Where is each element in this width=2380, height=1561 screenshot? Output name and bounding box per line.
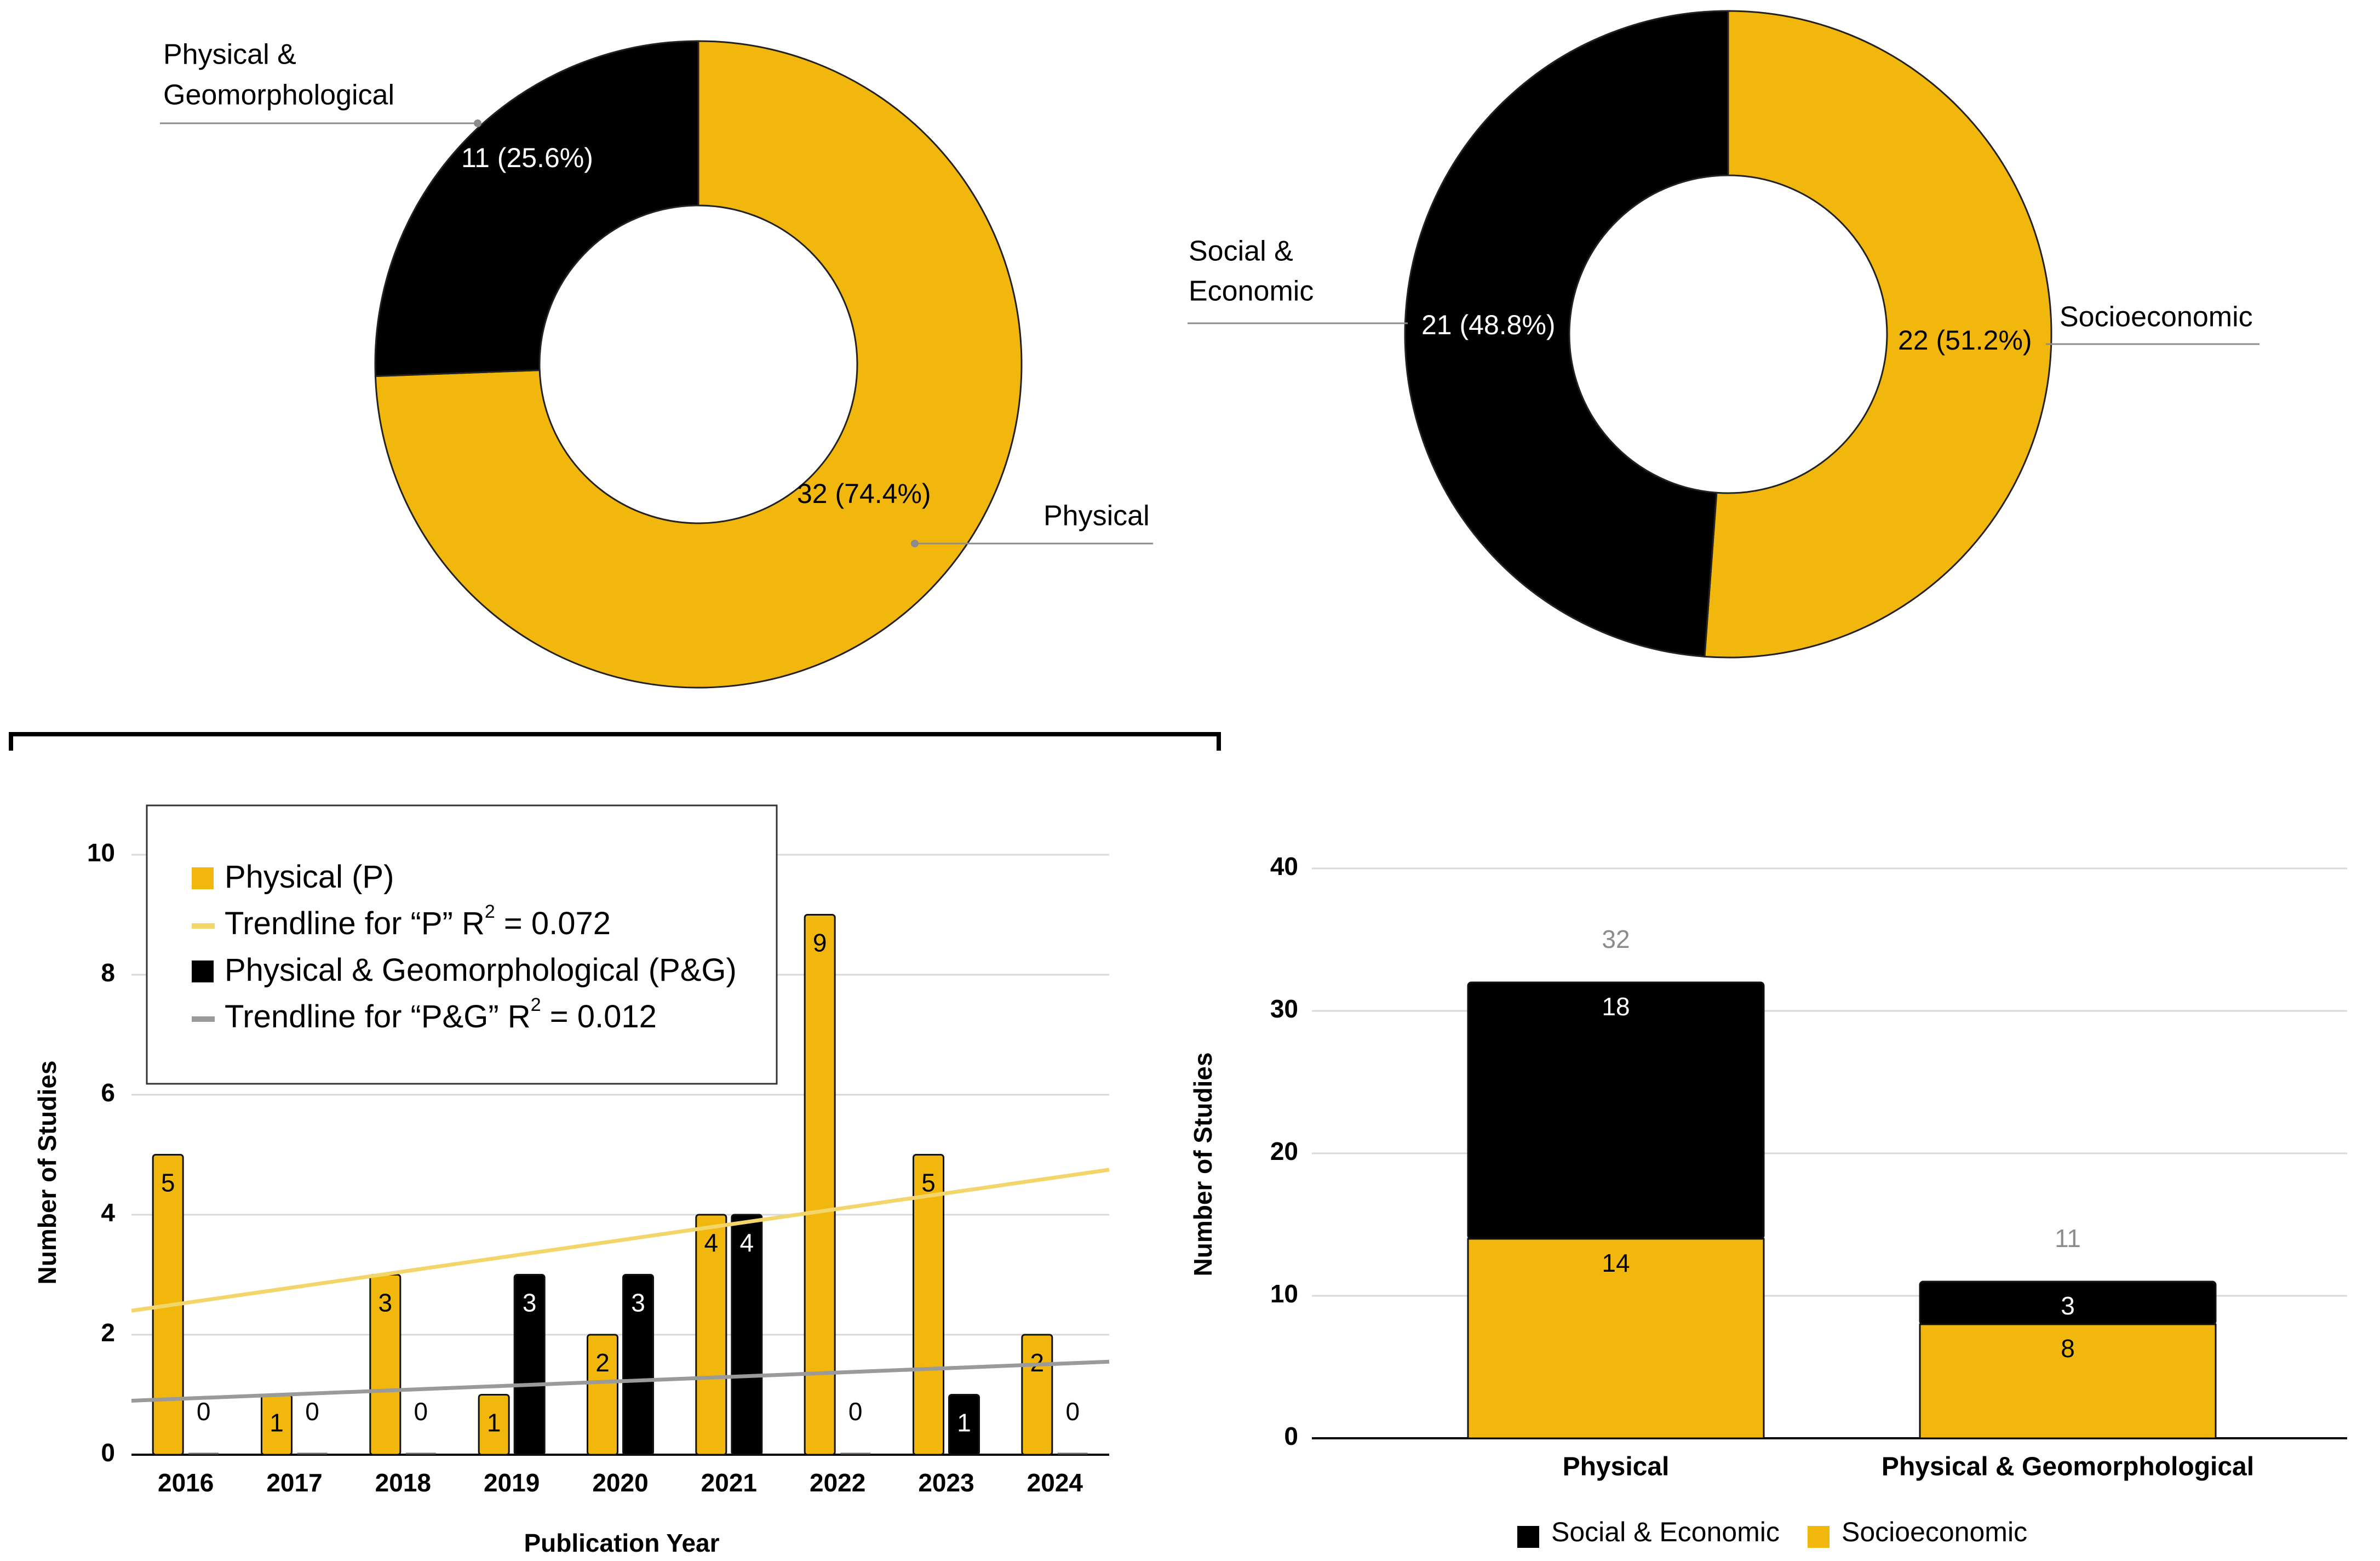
donut-slice-social-economic <box>1404 10 1729 658</box>
bar-value-label: 1 <box>957 1409 971 1437</box>
slice-category-label: Social & <box>1189 236 1293 267</box>
bar-value-label: 3 <box>2061 1291 2075 1320</box>
stacked-bar-social-economic <box>1919 1280 2217 1325</box>
y-tick-label: 8 <box>101 958 115 987</box>
legend-swatch <box>1517 1526 1539 1548</box>
slice-category-label: Economic <box>1189 276 1314 307</box>
x-axis-title: Publication Year <box>524 1529 719 1557</box>
y-tick-label: 4 <box>101 1198 115 1227</box>
legend-label: Physical (P) <box>225 859 394 895</box>
slice-category-label: Socioeconomic <box>2060 301 2253 333</box>
bar-pg <box>731 1214 763 1456</box>
slice-value-label: 11 (25.6%) <box>461 142 593 173</box>
bar-value-label: 2 <box>595 1348 610 1377</box>
bar-p <box>913 1154 944 1456</box>
donut-slice-physical <box>374 40 1023 689</box>
donut-slice-physical-geomorphological <box>374 40 699 378</box>
legend-label: Trendline for “P&G” R2 = 0.012 <box>225 994 657 1034</box>
slice-value-label: 22 (51.2%) <box>1898 325 2032 356</box>
trendline-p <box>131 1168 1110 1313</box>
x-tick-label: Physical & Geomorphological <box>1882 1453 2254 1482</box>
x-tick-label: Physical <box>1563 1453 1670 1482</box>
x-tick-label: 2023 <box>918 1468 974 1497</box>
bar-value-label: 4 <box>704 1228 719 1257</box>
stacked-bar-socioeconomic <box>1919 1323 2217 1439</box>
legend-label: Physical & Geomorphological (P&G) <box>225 952 737 988</box>
bar-value-label: 0 <box>1066 1397 1080 1426</box>
y-tick-label: 10 <box>87 838 115 867</box>
trendline-pg <box>131 1359 1110 1403</box>
legend-label: Trendline for “P” R2 = 0.072 <box>225 901 611 941</box>
bar-total-label: 11 <box>2055 1224 2081 1253</box>
bar-pg <box>622 1274 654 1456</box>
bar-p <box>804 914 836 1456</box>
donut-chart-publication-type: 32 (74.4%) 11 (25.6%) Physical Physical & Ge… <box>160 39 1153 689</box>
bar-value-label: 0 <box>414 1397 428 1426</box>
legend-swatch <box>1808 1526 1830 1548</box>
bar-p <box>695 1214 727 1456</box>
slice-category-label: Geomorphological <box>163 79 394 111</box>
bar-value-label: 0 <box>305 1397 319 1426</box>
donut-slice-socioeconomic <box>1704 10 2052 659</box>
bar-value-label: 1 <box>487 1409 501 1437</box>
legend: Social & Economic Socioeconomic <box>1517 1517 2027 1548</box>
bar-value-label: 0 <box>197 1397 211 1426</box>
stacked-bar-socioeconomic <box>1467 1238 1765 1439</box>
x-tick-label: 2021 <box>701 1468 757 1497</box>
legend-swatch <box>192 867 214 889</box>
y-tick-label: 0 <box>101 1438 115 1467</box>
legend-label: Socioeconomic <box>1842 1517 2027 1547</box>
slice-value-label: 21 (48.8%) <box>1421 310 1556 340</box>
y-axis-title: Number of Studies <box>33 1061 61 1285</box>
x-tick-label: 2022 <box>810 1468 865 1497</box>
panel-bracket <box>9 732 1221 751</box>
bar-value-label: 0 <box>848 1397 863 1426</box>
stacked-bar-social-economic <box>1467 981 1765 1240</box>
bar-pg <box>948 1394 980 1456</box>
bar-value-label: 14 <box>1602 1249 1630 1277</box>
y-tick-label: 30 <box>1270 994 1298 1023</box>
bar-p <box>587 1334 618 1456</box>
bar-value-label: 5 <box>161 1169 175 1197</box>
y-tick-label: 6 <box>101 1078 115 1107</box>
x-tick-label: 2020 <box>592 1468 648 1497</box>
legend: Physical (P) Trendline for “P” R2 = 0.072… <box>146 804 778 1085</box>
leader-dot <box>474 119 481 127</box>
legend-box <box>146 804 778 1085</box>
x-tick-label: 2018 <box>375 1468 431 1497</box>
bar-total-label: 32 <box>1602 925 1630 953</box>
x-tick-label: 2017 <box>266 1468 322 1497</box>
bar-value-label: 4 <box>740 1228 754 1257</box>
stacked-bar-chart-type-vs-indicator: 0 10 20 30 40 14 18 32 Physical 8 3 11 Physical & Ge… <box>1189 852 2347 1548</box>
bar-value-label: 3 <box>523 1289 537 1317</box>
x-tick-label: 2019 <box>484 1468 540 1497</box>
legend-label: Social & Economic <box>1551 1517 1780 1547</box>
slice-value-label: 32 (74.4%) <box>797 478 931 509</box>
y-tick-label: 0 <box>1284 1422 1298 1450</box>
y-tick-label: 40 <box>1270 852 1298 880</box>
bar-value-label: 5 <box>921 1169 936 1197</box>
bar-value-label: 8 <box>2061 1334 2075 1363</box>
bar-value-label: 1 <box>269 1409 284 1437</box>
slice-category-label: Physical & <box>163 39 296 71</box>
bar-p <box>478 1394 510 1456</box>
x-tick-label: 2024 <box>1027 1468 1083 1497</box>
x-tick-label: 2016 <box>158 1468 214 1497</box>
bar-value-label: 3 <box>631 1289 645 1317</box>
bar-pg <box>513 1274 546 1456</box>
donut-chart-indicator-type: 22 (51.2%) 21 (48.8%) Socioeconomic Social … <box>1188 10 2259 659</box>
leader-dot <box>911 540 919 547</box>
legend-swatch <box>192 960 214 982</box>
bar-value-label: 3 <box>378 1289 393 1317</box>
bar-value-label: 9 <box>813 929 827 957</box>
slice-category-label: Physical <box>1043 500 1150 532</box>
y-tick-label: 20 <box>1270 1137 1298 1165</box>
y-tick-label: 10 <box>1270 1279 1298 1308</box>
y-axis-title: Number of Studies <box>1189 1053 1217 1277</box>
y-tick-label: 2 <box>101 1318 115 1347</box>
bar-value-label: 18 <box>1602 992 1630 1021</box>
